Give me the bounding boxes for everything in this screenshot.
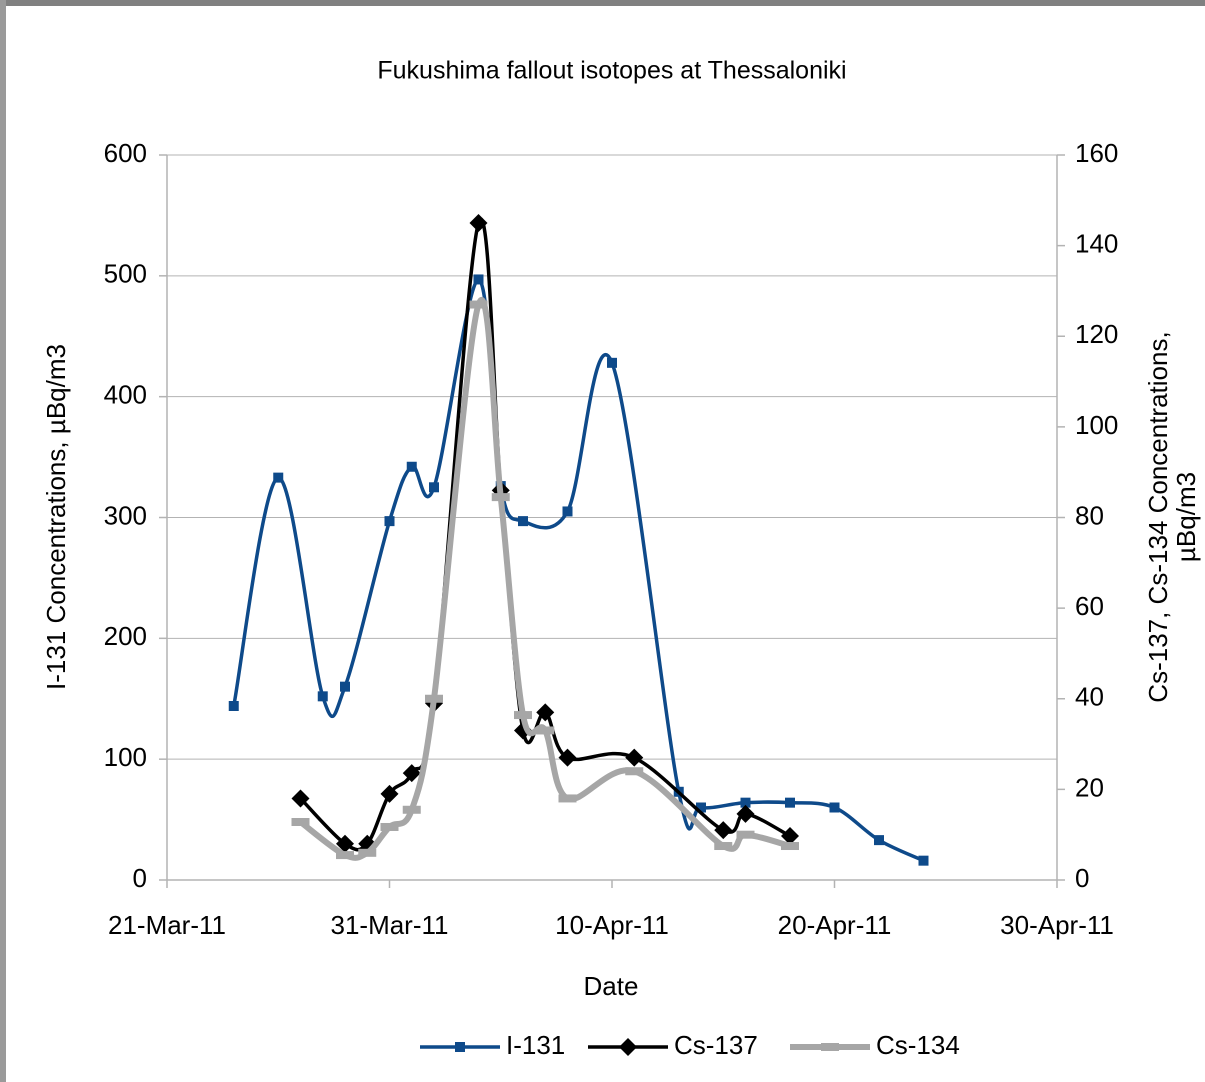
- marker: [473, 274, 484, 285]
- y-tick-label: 200: [104, 621, 147, 651]
- marker: [317, 691, 328, 702]
- legend-label: I-131: [506, 1030, 565, 1060]
- frame-top: [0, 0, 1205, 6]
- marker: [558, 748, 577, 767]
- marker: [402, 805, 421, 814]
- legend-marker: [455, 1042, 465, 1052]
- x-tick-label: 10-Apr-11: [555, 910, 669, 940]
- marker: [469, 300, 488, 309]
- marker: [714, 821, 733, 840]
- marker: [558, 794, 577, 803]
- y-tick-label: 0: [133, 863, 147, 893]
- marker: [491, 493, 510, 502]
- y-tick-label: 600: [104, 138, 147, 168]
- marker: [514, 711, 532, 720]
- marker: [425, 694, 443, 703]
- marker: [696, 802, 706, 813]
- x-tick-label: 20-Apr-11: [778, 910, 892, 940]
- marker: [874, 835, 884, 846]
- y2-axis-label: µBq/m3: [1171, 472, 1201, 562]
- marker: [781, 827, 799, 846]
- marker: [406, 461, 417, 472]
- y2-tick-label: 40: [1075, 682, 1104, 712]
- legend-label: Cs-137: [674, 1030, 758, 1060]
- marker: [273, 472, 284, 483]
- marker: [380, 822, 399, 831]
- y-tick-label: 100: [104, 742, 147, 772]
- marker: [340, 681, 350, 692]
- x-tick-label: 31-Mar-11: [330, 910, 448, 940]
- frame-left: [0, 0, 6, 1082]
- marker: [781, 842, 799, 851]
- marker: [402, 764, 421, 783]
- y2-tick-label: 120: [1075, 319, 1118, 349]
- chart-title: Fukushima fallout isotopes at Thessaloni…: [377, 57, 846, 85]
- marker: [384, 516, 395, 527]
- y2-tick-label: 20: [1075, 772, 1104, 802]
- marker: [607, 357, 617, 368]
- y2-tick-label: 140: [1075, 229, 1118, 259]
- x-tick-label: 30-Apr-11: [1000, 910, 1114, 940]
- y2-tick-label: 160: [1075, 138, 1118, 168]
- y-tick-label: 300: [104, 500, 147, 530]
- marker: [625, 767, 644, 776]
- marker: [536, 726, 555, 735]
- marker: [562, 506, 573, 517]
- y-tick-label: 500: [104, 259, 147, 289]
- marker: [291, 818, 310, 826]
- marker: [785, 797, 795, 808]
- marker: [380, 784, 399, 803]
- marker: [336, 834, 354, 853]
- y-tick-label: 400: [104, 380, 147, 410]
- marker: [736, 830, 755, 839]
- legend-marker: [821, 1043, 839, 1051]
- marker: [829, 802, 840, 813]
- marker: [536, 703, 555, 722]
- y-axis-label: I-131 Concentrations, µBq/m3: [41, 344, 71, 690]
- marker: [469, 213, 488, 232]
- marker: [358, 848, 377, 857]
- y2-axis-label: Cs-137, Cs-134 Concentrations,: [1143, 331, 1173, 702]
- y2-tick-label: 100: [1075, 410, 1118, 440]
- marker: [714, 842, 733, 851]
- marker: [518, 516, 528, 527]
- marker: [429, 482, 439, 493]
- marker: [918, 855, 929, 866]
- marker: [740, 797, 751, 808]
- marker: [736, 804, 755, 823]
- y2-tick-label: 0: [1075, 863, 1089, 893]
- marker: [291, 789, 310, 808]
- x-axis-label: Date: [584, 971, 639, 1001]
- y2-tick-label: 60: [1075, 591, 1104, 621]
- y2-tick-label: 80: [1075, 500, 1104, 530]
- legend-marker: [619, 1038, 637, 1056]
- marker: [336, 851, 354, 860]
- x-tick-label: 21-Mar-11: [108, 910, 226, 940]
- marker: [228, 701, 239, 711]
- marker: [625, 748, 644, 767]
- legend-label: Cs-134: [876, 1030, 960, 1060]
